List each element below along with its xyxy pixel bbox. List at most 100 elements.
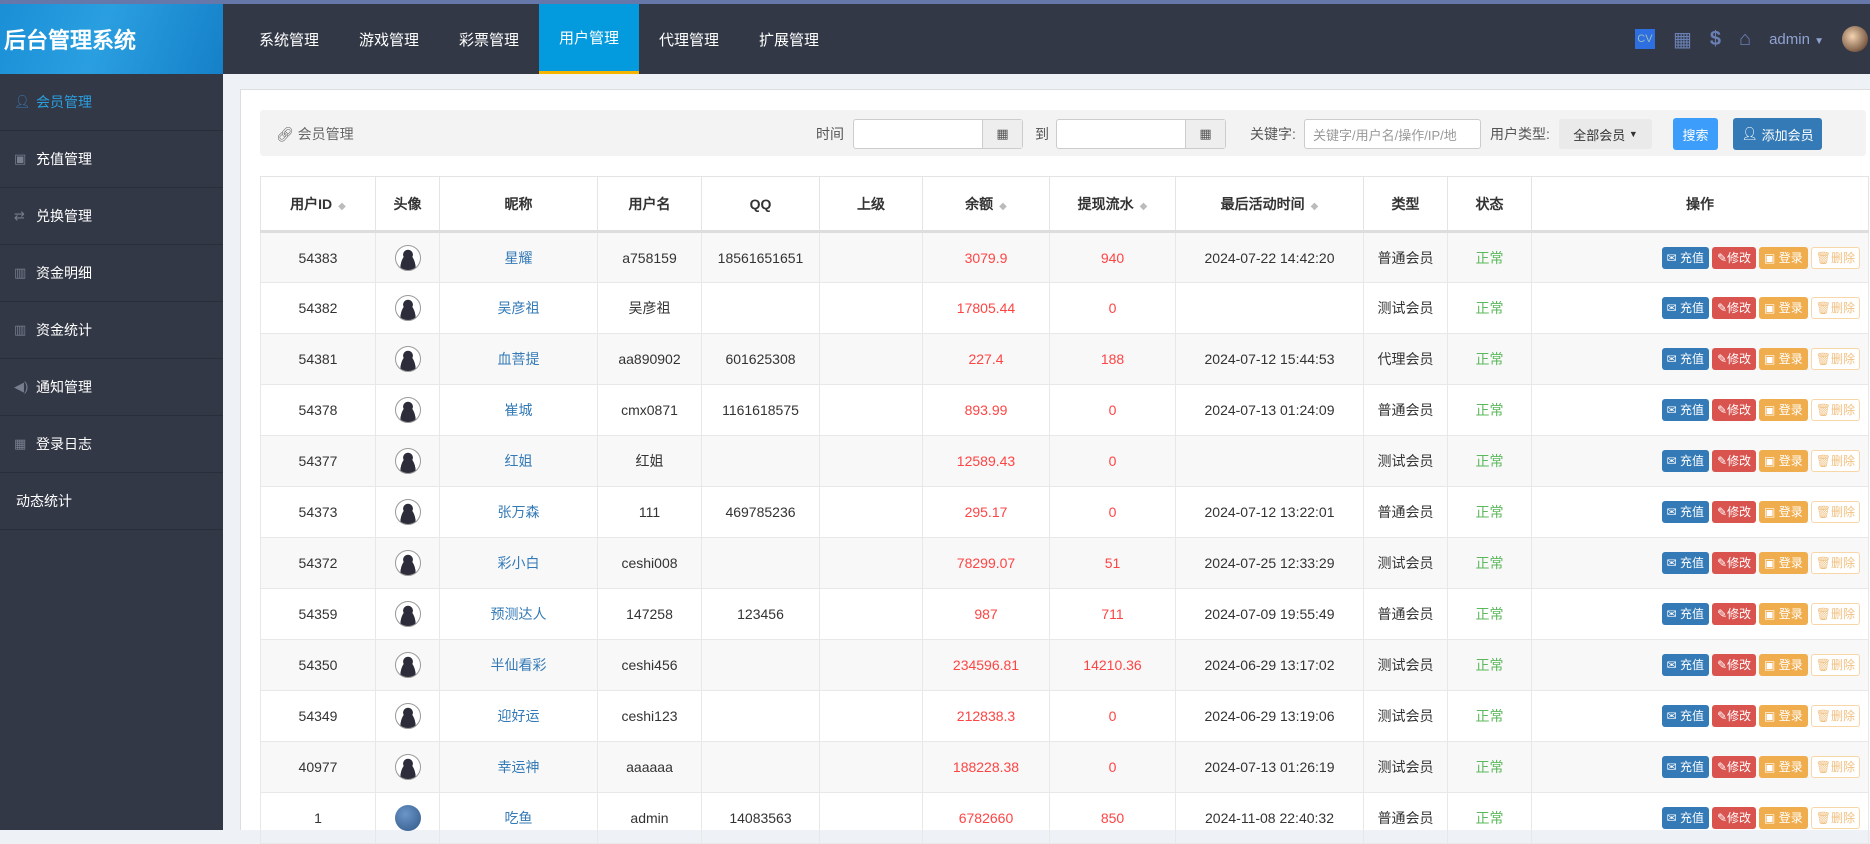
login-button[interactable]: ▣ 登录 [1759,501,1808,523]
calendar-icon[interactable]: ▦ [982,120,1022,148]
column-header[interactable]: 提现流水 ◆ [1049,176,1176,233]
delete-button[interactable]: 🗑︎删除 [1810,807,1860,829]
sidebar-item[interactable]: 动态统计 [0,473,223,530]
edit-button[interactable]: ✎修改 [1711,501,1757,523]
recharge-button[interactable]: ✉ 充值 [1661,552,1709,574]
cell[interactable]: 血菩提 [439,333,598,385]
sidebar-item[interactable]: ▥ 资金明细 [0,245,223,302]
delete-button[interactable]: 🗑︎删除 [1810,246,1860,269]
dollar-icon[interactable]: $ [1709,27,1721,50]
recharge-button[interactable]: ✉ 充值 [1661,246,1709,269]
gift-icon[interactable]: ▦ [1672,28,1692,51]
end-date-input[interactable]: ▦ [1056,119,1226,149]
column-header[interactable]: 最后活动时间 ◆ [1175,176,1364,233]
cell[interactable]: 预测达人 [439,588,598,640]
cell[interactable]: 彩小白 [439,537,598,589]
sidebar-item[interactable]: ▦ 登录日志 [0,416,223,473]
nav-tab[interactable]: 游戏管理 [358,31,419,49]
cv-icon[interactable]: CV [1634,29,1655,49]
login-button[interactable]: ▣ 登录 [1759,654,1808,676]
login-button[interactable]: ▣ 登录 [1759,399,1808,421]
nav-tab[interactable]: 系统管理 [258,31,319,49]
login-button[interactable]: ▣ 登录 [1759,552,1808,574]
cell[interactable]: 幸运神 [439,741,598,793]
login-button[interactable]: ▣ 登录 [1759,297,1808,319]
delete-button[interactable]: 🗑︎删除 [1810,654,1860,676]
edit-button[interactable]: ✎修改 [1711,756,1757,778]
keyword-input[interactable]: 关键字/用户名/操作/IP/地 [1304,119,1481,149]
user-type-select[interactable]: 全部会员 ▼ [1559,119,1652,149]
cell: 54378 [260,384,376,436]
calendar-icon[interactable]: ▦ [1185,120,1225,148]
recharge-button[interactable]: ✉ 充值 [1661,501,1709,523]
login-button[interactable]: ▣ 登录 [1759,603,1808,625]
recharge-button[interactable]: ✉ 充值 [1661,450,1709,472]
delete-button[interactable]: 🗑︎删除 [1810,756,1860,778]
login-button[interactable]: ▣ 登录 [1759,807,1808,829]
recharge-button[interactable]: ✉ 充值 [1661,807,1709,829]
recharge-button[interactable]: ✉ 充值 [1661,297,1709,319]
home-icon[interactable]: ⌂ [1738,27,1752,50]
cell[interactable]: 半仙看彩 [439,639,598,691]
cell[interactable]: 吃鱼 [439,792,598,844]
delete-button[interactable]: 🗑︎删除 [1810,603,1860,625]
search-button[interactable]: 搜索 [1673,118,1718,150]
edit-button[interactable]: ✎修改 [1711,552,1757,574]
cell: 正常 [1447,741,1532,793]
cell[interactable]: 吴彦祖 [439,282,598,334]
cell[interactable]: 迎好运 [439,690,598,742]
recharge-button[interactable]: ✉ 充值 [1661,756,1709,778]
login-button[interactable]: ▣ 登录 [1759,348,1808,370]
cell[interactable]: 崔城 [439,384,598,436]
login-button[interactable]: ▣ 登录 [1759,705,1808,727]
recharge-button[interactable]: ✉ 充值 [1661,399,1709,421]
edit-button[interactable]: ✎修改 [1711,348,1757,370]
edit-button[interactable]: ✎修改 [1711,246,1757,269]
edit-button[interactable]: ✎修改 [1711,399,1757,421]
cell[interactable]: 张万森 [439,486,598,538]
edit-button[interactable]: ✎修改 [1711,705,1757,727]
edit-button[interactable]: ✎修改 [1711,807,1757,829]
sort-icon[interactable]: ◆ [1139,200,1148,212]
add-member-button[interactable]: 👤︎ 添加会员 [1733,118,1822,150]
nav-tab[interactable]: 用户管理 [539,4,639,74]
delete-label: 删除 [1830,658,1855,672]
envelope-icon: ✉ [1666,607,1677,621]
column-header[interactable]: 用户ID ◆ [260,176,376,233]
edit-button[interactable]: ✎修改 [1711,654,1757,676]
cell[interactable]: 星耀 [439,231,598,283]
start-date-input[interactable]: ▦ [853,119,1023,149]
user-menu[interactable]: admin ▼ [1769,31,1824,48]
login-button[interactable]: ▣ 登录 [1759,756,1808,778]
sidebar-item[interactable]: ▣ 充值管理 [0,131,223,188]
delete-button[interactable]: 🗑︎删除 [1810,705,1860,727]
column-header[interactable]: 余额 ◆ [922,176,1050,233]
recharge-button[interactable]: ✉ 充值 [1661,348,1709,370]
nav-tab[interactable]: 扩展管理 [758,31,819,49]
sort-icon[interactable]: ◆ [338,200,346,212]
sidebar-item[interactable]: 👤︎ 会员管理 [0,74,223,131]
delete-button[interactable]: 🗑︎删除 [1810,501,1860,523]
recharge-button[interactable]: ✉ 充值 [1661,603,1709,625]
avatar[interactable] [1842,26,1868,52]
delete-button[interactable]: 🗑︎删除 [1810,450,1860,472]
delete-button[interactable]: 🗑︎删除 [1810,297,1860,319]
sidebar-item[interactable]: ⇄ 兑换管理 [0,188,223,245]
sidebar-item[interactable]: ▥ 资金统计 [0,302,223,359]
edit-button[interactable]: ✎修改 [1711,297,1757,319]
cell[interactable]: 红姐 [439,435,598,487]
delete-button[interactable]: 🗑︎删除 [1810,399,1860,421]
login-button[interactable]: ▣ 登录 [1759,246,1808,269]
sidebar-item[interactable]: ◀) 通知管理 [0,359,223,416]
nav-tab[interactable]: 代理管理 [658,31,719,49]
recharge-button[interactable]: ✉ 充值 [1661,654,1709,676]
login-button[interactable]: ▣ 登录 [1759,450,1808,472]
edit-button[interactable]: ✎修改 [1711,450,1757,472]
sort-icon[interactable]: ◆ [999,200,1007,212]
edit-button[interactable]: ✎修改 [1711,603,1757,625]
delete-button[interactable]: 🗑︎删除 [1810,552,1860,574]
delete-button[interactable]: 🗑︎删除 [1810,348,1860,370]
recharge-button[interactable]: ✉ 充值 [1661,705,1709,727]
nav-tab[interactable]: 彩票管理 [458,31,519,49]
sort-icon[interactable]: ◆ [1310,200,1319,212]
